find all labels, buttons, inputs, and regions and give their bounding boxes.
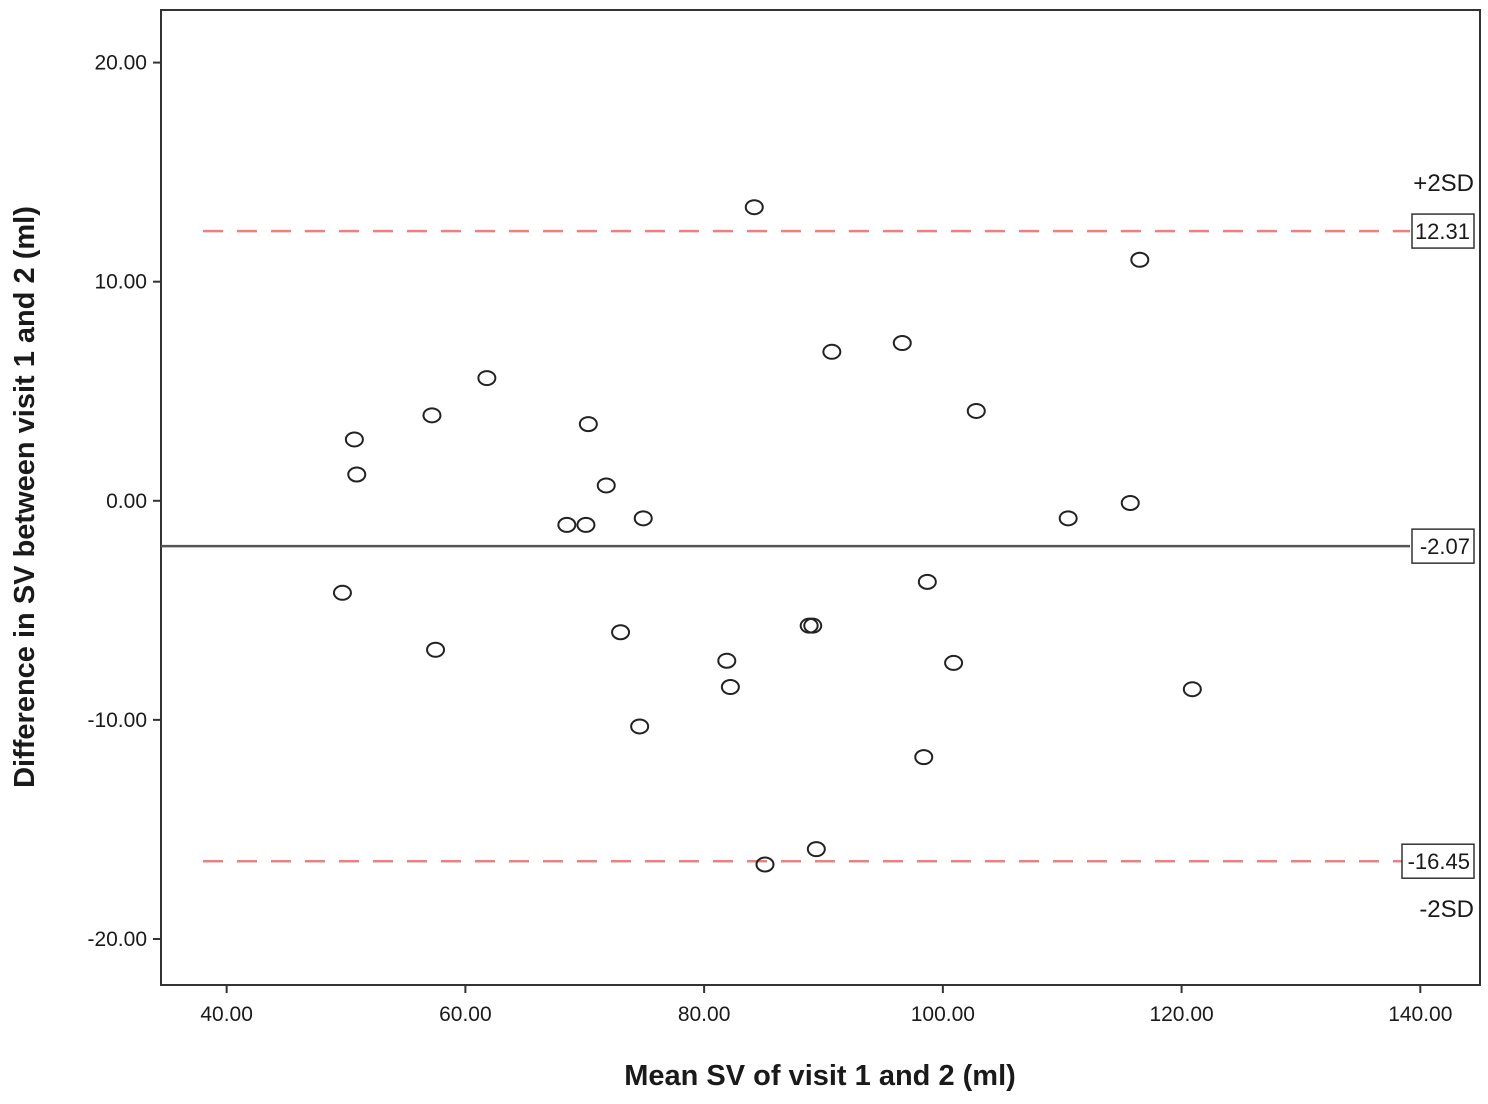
- data-point: [892, 335, 912, 352]
- data-point: [576, 516, 596, 533]
- data-point: [422, 407, 442, 424]
- data-point: [596, 477, 616, 494]
- data-point: [917, 573, 937, 590]
- data-point: [426, 641, 446, 658]
- data-point: [557, 516, 577, 533]
- x-tick-label: 140.00: [1388, 1003, 1452, 1026]
- ref-label-box-mean: [1411, 528, 1475, 564]
- data-point: [755, 856, 775, 873]
- sd-tag-lower: -2SD: [1419, 896, 1474, 923]
- y-tick-label: 0.00: [106, 490, 147, 513]
- ref-label-box-lower: [1401, 843, 1475, 879]
- data-point: [966, 402, 986, 419]
- data-point: [633, 510, 653, 527]
- data-point: [1130, 251, 1150, 268]
- data-point: [744, 199, 764, 216]
- ref-label-lower: -16.45: [1408, 849, 1470, 874]
- sd-tag-upper: +2SD: [1413, 170, 1474, 197]
- ref-label-mean: -2.07: [1420, 534, 1470, 559]
- data-point: [914, 749, 934, 766]
- x-tick-label: 40.00: [200, 1003, 253, 1026]
- y-tick-label: 10.00: [94, 271, 147, 294]
- data-point: [717, 652, 737, 669]
- data-point: [578, 416, 598, 433]
- data-point: [944, 654, 964, 671]
- x-axis: 40.00 60.00 80.00 100.00 120.00 140.00: [200, 985, 1452, 1026]
- x-tick-label: 100.00: [911, 1003, 975, 1026]
- data-point: [477, 370, 497, 387]
- data-point: [630, 718, 650, 735]
- x-tick-label: 120.00: [1149, 1003, 1213, 1026]
- data-point: [611, 624, 631, 641]
- data-point: [1120, 494, 1140, 511]
- data-point: [806, 841, 826, 858]
- data-point: [1182, 681, 1202, 698]
- y-axis-title: Difference in SV between visit 1 and 2 (…: [9, 206, 41, 788]
- reference-lines: [161, 229, 1410, 863]
- y-tick-label: 20.00: [94, 52, 147, 75]
- data-point: [1058, 510, 1078, 527]
- ref-label-box-upper: [1411, 213, 1475, 249]
- data-point: [332, 584, 352, 601]
- data-point: [344, 431, 364, 448]
- x-axis-title: Mean SV of visit 1 and 2 (ml): [624, 1060, 1016, 1092]
- y-axis: 20.00 10.00 0.00 -10.00 -20.00: [87, 52, 161, 951]
- y-tick-label: -10.00: [87, 709, 147, 732]
- data-point: [803, 617, 823, 634]
- x-tick-label: 60.00: [439, 1003, 492, 1026]
- data-points: [332, 199, 1202, 873]
- y-tick-label: -20.00: [87, 928, 147, 951]
- ref-label-upper: 12.31: [1415, 219, 1470, 244]
- reference-labels: -2.07 12.31 +2SD -16.45 -2SD: [1401, 170, 1475, 923]
- data-point: [347, 466, 367, 483]
- data-point: [822, 343, 842, 360]
- x-tick-label: 80.00: [678, 1003, 731, 1026]
- data-point: [720, 679, 740, 696]
- plot-frame: [160, 9, 1481, 986]
